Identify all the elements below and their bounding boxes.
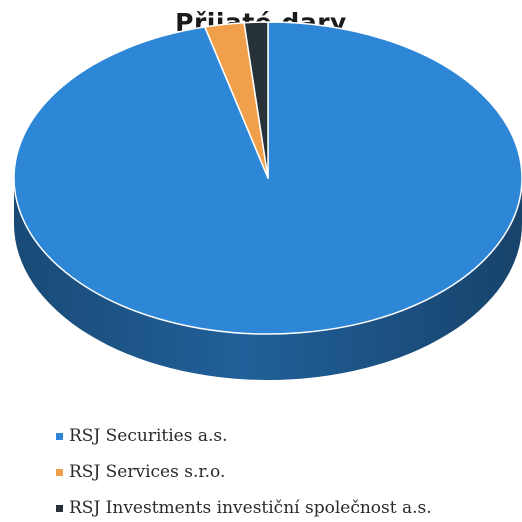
legend-label: RSJ Securities a.s. bbox=[69, 426, 228, 446]
legend-swatch bbox=[56, 504, 63, 512]
legend-swatch bbox=[56, 432, 63, 440]
pie-slice-2 bbox=[243, 21, 269, 179]
legend-item: RSJ Securities a.s. bbox=[56, 418, 432, 454]
legend-label: RSJ Investments investiční společnost a.… bbox=[69, 498, 432, 518]
legend-swatch bbox=[56, 468, 63, 476]
legend: RSJ Securities a.s. RSJ Services s.r.o. … bbox=[56, 418, 432, 522]
pie-side-0 bbox=[14, 178, 522, 380]
legend-item: RSJ Investments investiční společnost a.… bbox=[56, 490, 432, 522]
legend-label: RSJ Services s.r.o. bbox=[69, 462, 226, 482]
legend-item: RSJ Services s.r.o. bbox=[56, 454, 432, 490]
